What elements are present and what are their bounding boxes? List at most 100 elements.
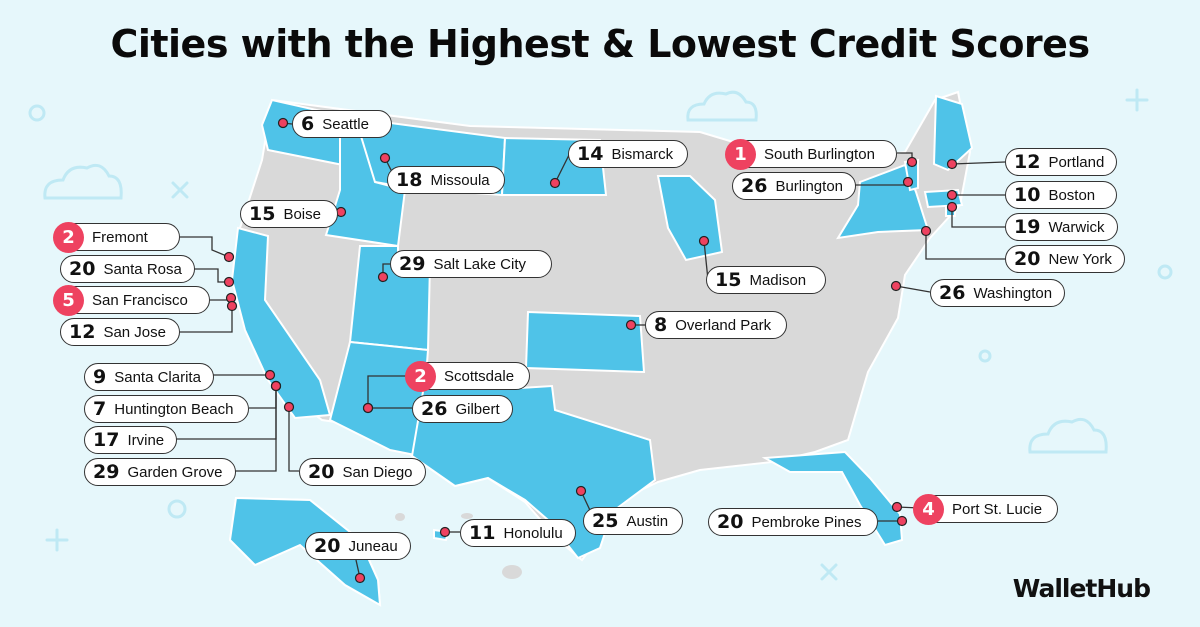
city-label-juneau: 20 Juneau [305,532,411,560]
plus-icon [1125,88,1149,112]
rank-badge: 15 [249,203,276,225]
leader-line-huntington-beach [249,386,277,409]
city-label-missoula: 18 Missoula [387,166,505,194]
city-dot-juneau [354,572,366,584]
city-dot-burlington [902,176,914,188]
leader-line-san-jose [180,306,233,333]
city-dot-madison [698,235,710,247]
x-icon [171,181,189,199]
city-dot-honolulu [439,526,451,538]
plus-icon [45,528,69,552]
leader-line-garden-grove [234,386,277,472]
leader-line-bismarck [554,152,571,184]
city-label-overland-park: 8 Overland Park [645,311,787,339]
city-label-san-jose: 12 San Jose [60,318,180,346]
rank-badge: 20 [69,258,96,280]
city-label-irvine: 17 Irvine [84,426,178,454]
city-dot-fremont [223,251,235,263]
city-name: Irvine [127,431,165,449]
rank-badge: 9 [93,366,107,388]
city-name: New York [1048,250,1112,268]
city-name: South Burlington [764,145,875,163]
leader-line-portland [951,161,1006,165]
rank-badge: 26 [421,398,448,420]
city-label-south-burlington: 1 South Burlington [725,138,897,170]
cloud-icon [686,90,758,122]
circle-icon [1157,264,1173,280]
circle-icon [167,499,187,519]
leader-line-san-diego [288,407,299,472]
city-name: Missoula [430,171,490,189]
city-name: Boise [283,205,321,223]
leader-line-scottsdale [367,375,412,408]
city-label-new-york: 20 New York [1005,245,1125,273]
city-dot-salt-lake-city [377,271,389,283]
city-name: Huntington Beach [114,400,234,418]
city-label-san-francisco: 5 San Francisco [53,284,210,316]
city-name: Madison [749,271,807,289]
rank-badge: 4 [913,493,944,525]
state-arizona [328,340,430,458]
city-name: Garden Grove [127,463,223,481]
city-dot-new-york [920,225,932,237]
cloud-icon [1028,417,1108,454]
city-name: San Jose [103,323,166,341]
city-name: Gilbert [455,400,500,418]
leader-line-new-york [925,231,1005,260]
rank-badge: 14 [577,143,604,165]
city-name: Scottsdale [444,367,515,385]
city-label-portland: 12 Portland [1005,148,1118,176]
city-name: Washington [973,284,1053,302]
rank-badge: 25 [592,510,619,532]
city-label-salt-lake-city: 29 Salt Lake City [390,250,552,278]
rank-badge: 20 [314,535,341,557]
city-label-san-diego: 20 San Diego [299,458,426,486]
background-decor [28,88,1173,581]
city-name: Burlington [775,177,843,195]
city-dot-port-st-lucie [891,501,903,513]
rank-badge: 29 [93,461,120,483]
city-label-santa-clarita: 9 Santa Clarita [84,363,214,391]
rank-badge: 19 [1014,216,1041,238]
rank-badge: 7 [93,398,107,420]
city-label-santa-rosa: 20 Santa Rosa [60,255,195,283]
city-name: San Francisco [92,291,188,309]
city-label-pembroke-pines: 20 Pembroke Pines [708,508,878,536]
city-name: Seattle [322,115,369,133]
city-name: Boston [1048,186,1096,204]
city-dot-south-burlington [906,156,918,168]
rank-badge: 26 [741,175,768,197]
city-label-port-st-lucie: 4 Port St. Lucie [913,493,1058,525]
city-label-warwick: 19 Warwick [1005,213,1118,241]
city-dot-austin [575,485,587,497]
rank-badge: 8 [654,314,668,336]
city-label-bismarck: 14 Bismarck [568,140,688,168]
city-name: Fremont [92,228,148,246]
city-dot-gilbert [362,402,374,414]
rank-badge: 26 [939,282,966,304]
city-label-boise: 15 Boise [240,200,338,228]
city-name: Pembroke Pines [751,513,862,531]
city-label-madison: 15 Madison [706,266,826,294]
wallethub-logo: WalletHub [1012,574,1151,603]
rank-badge: 12 [69,321,96,343]
rank-badge: 6 [301,113,315,135]
state-idaho [324,128,407,248]
city-label-honolulu: 11 Honolulu [460,519,576,547]
city-dot-santa-rosa [223,276,235,288]
leader-line-santa-rosa [190,268,229,283]
city-name: Portland [1048,153,1105,171]
rank-badge: 20 [1014,248,1041,270]
city-dot-san-jose [226,300,238,312]
city-name: Salt Lake City [433,255,526,273]
city-dot-seattle [277,117,289,129]
leader-line-warwick [951,207,1005,228]
rank-badge: 20 [717,511,744,533]
leader-line-fremont [180,236,230,258]
city-name: Overland Park [675,316,772,334]
city-label-gilbert: 26 Gilbert [412,395,513,423]
city-label-boston: 10 Boston [1005,181,1117,209]
city-name: Honolulu [503,524,563,542]
city-dot-san-diego [283,401,295,413]
city-dot-santa-clarita [264,369,276,381]
